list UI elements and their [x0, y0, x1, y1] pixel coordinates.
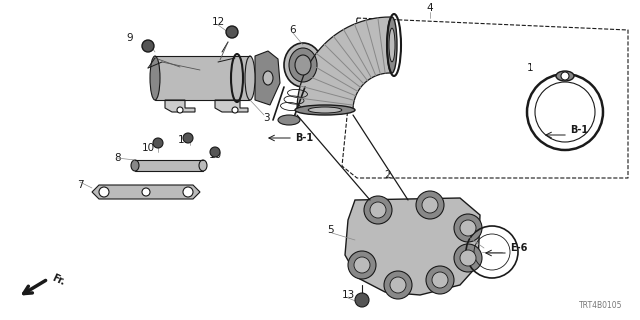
Ellipse shape — [245, 56, 255, 100]
Text: B-1: B-1 — [570, 125, 588, 135]
Text: Fr.: Fr. — [50, 273, 66, 287]
Text: 9: 9 — [127, 33, 133, 43]
Circle shape — [183, 187, 193, 197]
Circle shape — [432, 272, 448, 288]
Ellipse shape — [295, 105, 355, 115]
Circle shape — [210, 147, 220, 157]
Text: 7: 7 — [77, 180, 83, 190]
Circle shape — [99, 187, 109, 197]
Circle shape — [183, 133, 193, 143]
Polygon shape — [165, 100, 195, 112]
Circle shape — [142, 188, 150, 196]
Polygon shape — [215, 100, 248, 112]
Text: E-6: E-6 — [510, 243, 527, 253]
Text: 1: 1 — [527, 63, 533, 73]
Circle shape — [454, 214, 482, 242]
Circle shape — [454, 244, 482, 272]
Text: TRT4B0105: TRT4B0105 — [579, 301, 622, 310]
Text: 2: 2 — [385, 170, 391, 180]
Ellipse shape — [263, 71, 273, 85]
Text: 10: 10 — [141, 143, 155, 153]
Ellipse shape — [199, 160, 207, 171]
Circle shape — [364, 196, 392, 224]
Circle shape — [384, 271, 412, 299]
Circle shape — [460, 220, 476, 236]
Text: 10: 10 — [177, 135, 191, 145]
Ellipse shape — [308, 107, 342, 113]
Text: 10: 10 — [209, 150, 221, 160]
Ellipse shape — [389, 28, 395, 62]
Circle shape — [355, 293, 369, 307]
Circle shape — [142, 40, 154, 52]
Polygon shape — [297, 17, 390, 110]
Circle shape — [177, 107, 183, 113]
Ellipse shape — [556, 71, 574, 81]
Circle shape — [390, 277, 406, 293]
Polygon shape — [135, 160, 203, 171]
Circle shape — [153, 138, 163, 148]
Circle shape — [354, 257, 370, 273]
Text: 11: 11 — [461, 227, 475, 237]
Ellipse shape — [295, 55, 311, 75]
Ellipse shape — [150, 56, 160, 100]
Ellipse shape — [131, 160, 139, 171]
Circle shape — [561, 72, 569, 80]
Circle shape — [370, 202, 386, 218]
Ellipse shape — [289, 48, 317, 82]
Text: 8: 8 — [115, 153, 122, 163]
Polygon shape — [345, 198, 480, 295]
Ellipse shape — [387, 17, 397, 73]
Text: 13: 13 — [341, 290, 355, 300]
Circle shape — [426, 266, 454, 294]
Polygon shape — [92, 185, 200, 199]
Ellipse shape — [284, 43, 322, 87]
Text: B-1: B-1 — [295, 133, 313, 143]
Circle shape — [460, 250, 476, 266]
Circle shape — [348, 251, 376, 279]
Circle shape — [232, 107, 238, 113]
Polygon shape — [255, 51, 280, 105]
Text: 12: 12 — [211, 17, 225, 27]
Circle shape — [226, 26, 238, 38]
Circle shape — [422, 197, 438, 213]
Text: 3: 3 — [262, 113, 269, 123]
Text: 4: 4 — [427, 3, 433, 13]
Text: 6: 6 — [290, 25, 296, 35]
Circle shape — [416, 191, 444, 219]
Ellipse shape — [278, 115, 300, 125]
Polygon shape — [155, 56, 250, 100]
Text: 5: 5 — [326, 225, 333, 235]
